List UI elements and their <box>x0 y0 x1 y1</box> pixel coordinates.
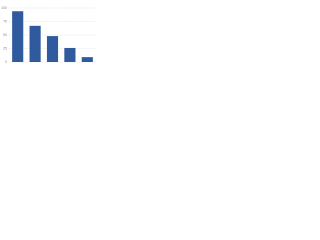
bar <box>46 36 59 62</box>
y-tick-label: 75 <box>3 19 7 23</box>
bar <box>12 11 24 63</box>
bar <box>29 25 41 62</box>
y-tick-label: 50 <box>3 33 7 37</box>
bar <box>64 47 76 62</box>
bar <box>81 57 93 62</box>
y-tick-label: 100 <box>1 6 7 10</box>
y-tick-label: 25 <box>3 46 7 50</box>
chart: 0 25 50 75 100 <box>0 0 100 71</box>
y-tick-label: 0 <box>5 60 7 64</box>
